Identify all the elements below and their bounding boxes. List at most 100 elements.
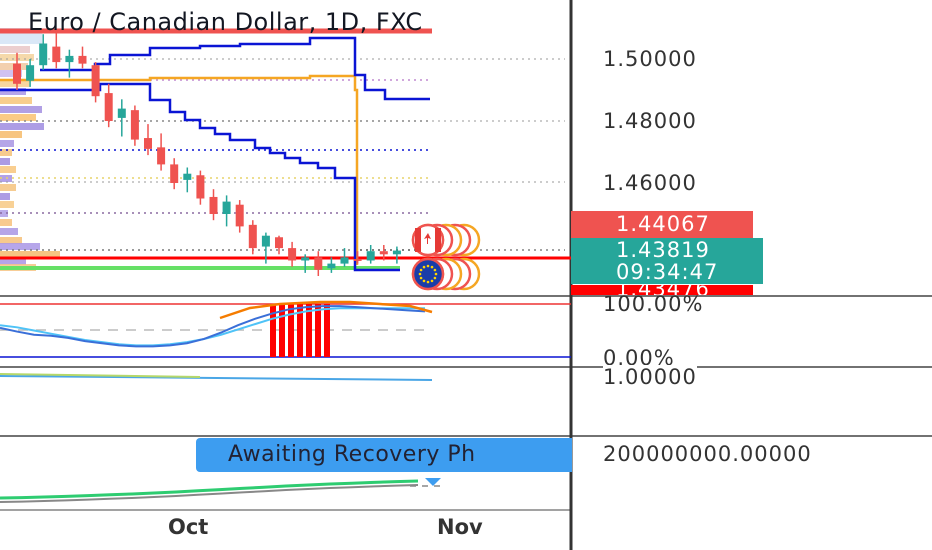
eu-star: [422, 279, 426, 283]
price-tick-1: 1.50000: [603, 47, 697, 71]
eu-star: [426, 264, 430, 268]
volume-profile-bar: [0, 251, 60, 258]
eu-star: [419, 276, 423, 280]
osc-signal-bar: [324, 304, 330, 357]
volume-profile-bar: [0, 210, 8, 217]
volume-tick: 200000000.00000: [603, 442, 812, 466]
candle-body: [327, 263, 336, 269]
volume-profile-bar: [0, 70, 22, 77]
osc-signal-bar: [315, 304, 321, 357]
canada-flag-band-left: [415, 228, 421, 252]
osc-signal-bar: [306, 304, 312, 357]
candle-body: [288, 248, 297, 261]
osc-signal-bar: [297, 304, 303, 357]
volume-profile-bar: [0, 106, 42, 113]
banner-pointer: [425, 478, 441, 486]
eu-star: [418, 272, 422, 276]
volume-profile-bar: [0, 123, 44, 130]
candle-body: [91, 65, 100, 97]
eu-star: [433, 276, 437, 280]
banner-clip: Awaiting Recovery Ph: [196, 438, 572, 474]
price-tag-last: 1.43819 09:34:47: [571, 238, 763, 284]
candle-body: [26, 65, 35, 81]
candle-body: [353, 258, 362, 261]
candle-body: [275, 237, 283, 249]
volume-line-green: [0, 479, 419, 500]
blue-upper-step: [40, 36, 430, 101]
eu-star: [419, 268, 423, 272]
price-tag-high: 1.44067: [571, 211, 753, 238]
volume-profile-bar: [0, 237, 22, 244]
volume-profile-bar: [0, 201, 14, 208]
osc-smooth-line: [219, 300, 433, 320]
candle-body: [340, 257, 349, 264]
ind3-tick: 1.00000: [603, 365, 697, 389]
price-tick-3: 1.46000: [603, 171, 697, 195]
candle-body: [314, 257, 323, 270]
volume-line-gray: [0, 484, 419, 503]
candle-body: [39, 43, 48, 66]
volume-profile-bar: [0, 88, 26, 95]
volume-profile-bar: [0, 131, 22, 138]
osc-signal-bar: [288, 304, 294, 357]
volume-profile-bar: [0, 228, 18, 235]
candle-body: [117, 108, 126, 118]
candle-body: [65, 55, 74, 63]
eu-star: [422, 265, 426, 269]
candle-body: [183, 173, 192, 180]
orange-step-line: [0, 74, 359, 265]
candle-body: [301, 257, 310, 261]
eu-star: [433, 268, 437, 272]
indicator3-line-b: [0, 373, 201, 378]
candle-body: [366, 251, 375, 261]
price-tag-last-value: 1.43819: [616, 238, 710, 262]
volume-profile-bar: [0, 149, 12, 156]
candle-body: [235, 204, 244, 227]
status-banner: Awaiting Recovery Ph: [196, 438, 572, 472]
osc-signal-bar: [279, 304, 285, 357]
candle-body: [248, 224, 257, 249]
eu-star: [434, 272, 438, 276]
volume-profile-bar: [0, 140, 14, 147]
eu-star: [430, 265, 434, 269]
candle-body: [13, 63, 21, 84]
candle-body: [157, 147, 166, 165]
blue-lower-step: [0, 82, 400, 272]
candle-body: [104, 93, 113, 121]
volume-profile-bar: [0, 114, 36, 121]
volume-profile-bar: [0, 193, 10, 200]
candle-body: [379, 251, 388, 255]
price-tag-countdown: 09:34:47: [616, 260, 719, 284]
volume-profile-bar: [0, 166, 16, 173]
volume-profile-bar: [0, 46, 30, 53]
candle-body: [52, 46, 61, 63]
chart-title: Euro / Canadian Dollar, 1D, FXC: [28, 8, 423, 36]
candle-body: [392, 250, 401, 255]
candle-body: [130, 110, 139, 140]
eu-flag-icon: [411, 257, 445, 291]
time-label-nov: Nov: [437, 515, 483, 539]
candle-body: [209, 196, 218, 214]
candle-body: [196, 175, 205, 199]
title-clip: Euro / Canadian Dollar, 1D, FXC: [0, 0, 575, 50]
indicator3-line: [0, 375, 433, 381]
osc-tick-100: 100.00%: [603, 292, 704, 316]
time-label-oct: Oct: [168, 515, 209, 539]
candle-body: [78, 55, 87, 64]
candle-body: [222, 201, 231, 214]
volume-profile-bar: [0, 258, 26, 265]
candle-body: [261, 235, 270, 247]
volume-profile-bar: [0, 97, 32, 104]
osc-d-line: [0, 307, 425, 347]
volume-profile-bar: [0, 184, 16, 191]
volume-profile-bar: [0, 158, 10, 165]
maple-leaf-icon: [424, 233, 431, 244]
eu-star: [426, 280, 430, 284]
volume-profile-bar: [0, 243, 40, 250]
price-tick-2: 1.48000: [603, 109, 697, 133]
canada-flag-band-right: [435, 228, 441, 252]
price-tag-low: 1.43476: [571, 285, 753, 295]
volume-profile-bar: [0, 219, 12, 226]
